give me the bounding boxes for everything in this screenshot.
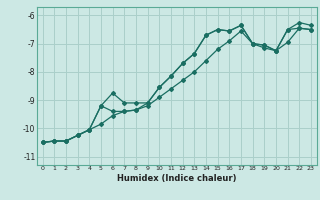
X-axis label: Humidex (Indice chaleur): Humidex (Indice chaleur) — [117, 174, 236, 183]
